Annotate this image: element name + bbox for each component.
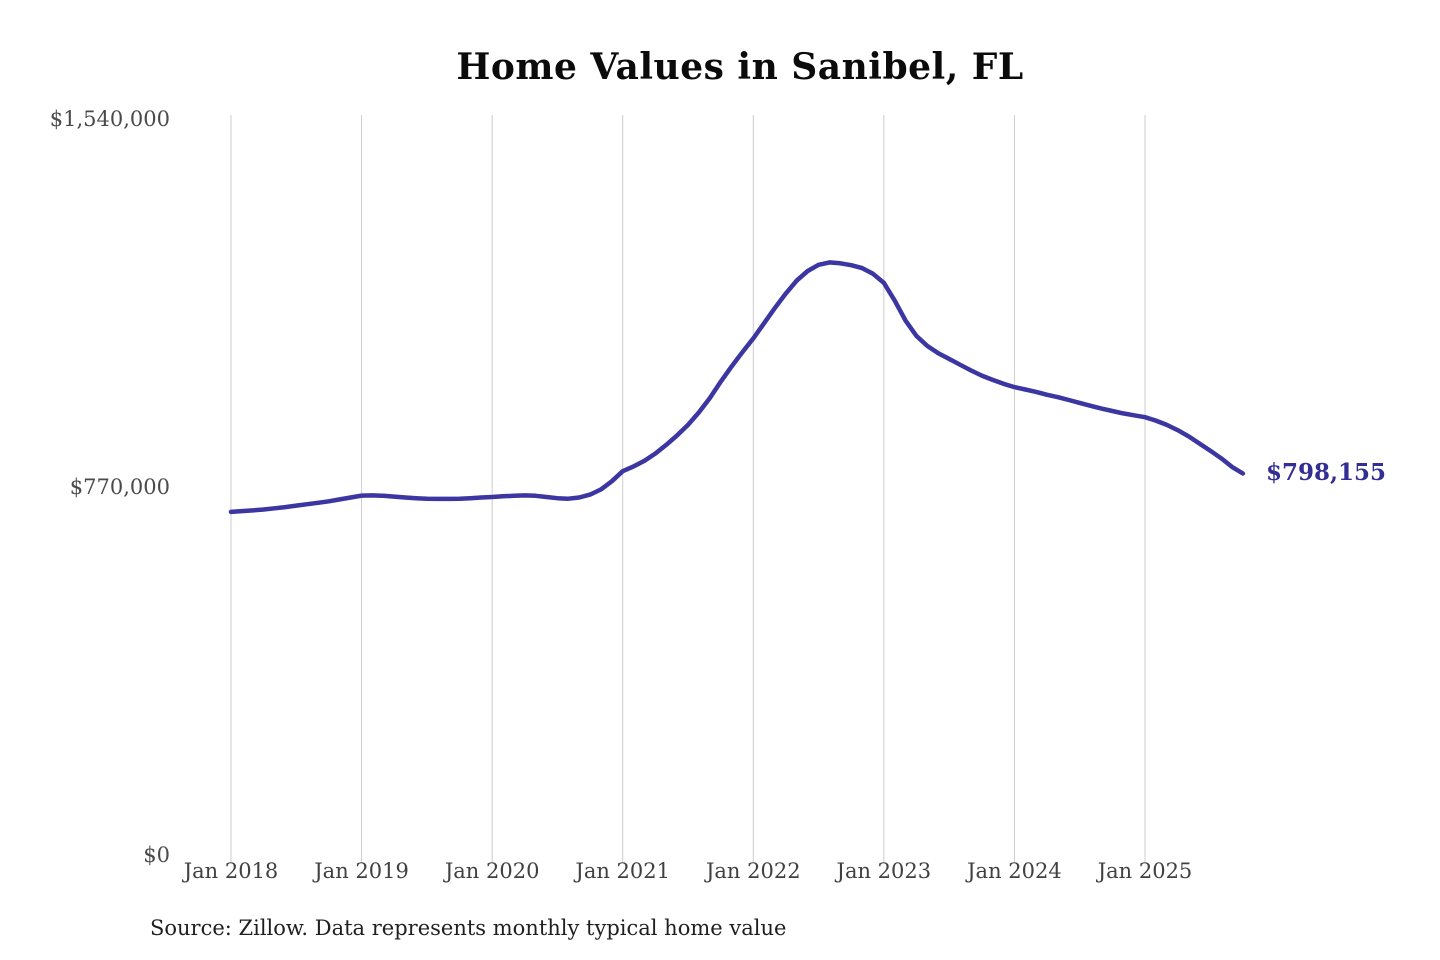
x-tick-label: Jan 2023	[836, 859, 932, 883]
y-tick-label: $1,540,000	[49, 107, 170, 131]
x-tick-label: Jan 2018	[183, 859, 279, 883]
current-value-label: $798,155	[1266, 458, 1387, 486]
chart-title: Home Values in Sanibel, FL	[456, 46, 1024, 88]
home-value-line-series	[228, 260, 1246, 515]
y-tick-label: $770,000	[69, 475, 170, 499]
x-tick-label: Jan 2019	[314, 859, 409, 883]
x-tick-label: Jan 2024	[967, 859, 1062, 883]
x-tick-label: Jan 2025	[1097, 859, 1193, 883]
x-tick-label: Jan 2022	[705, 859, 801, 883]
x-tick-label: Jan 2020	[444, 859, 540, 883]
x-tick-label: Jan 2021	[575, 859, 670, 883]
source-note: Source: Zillow. Data represents monthly …	[150, 916, 787, 940]
y-tick-label: $0	[143, 843, 170, 867]
